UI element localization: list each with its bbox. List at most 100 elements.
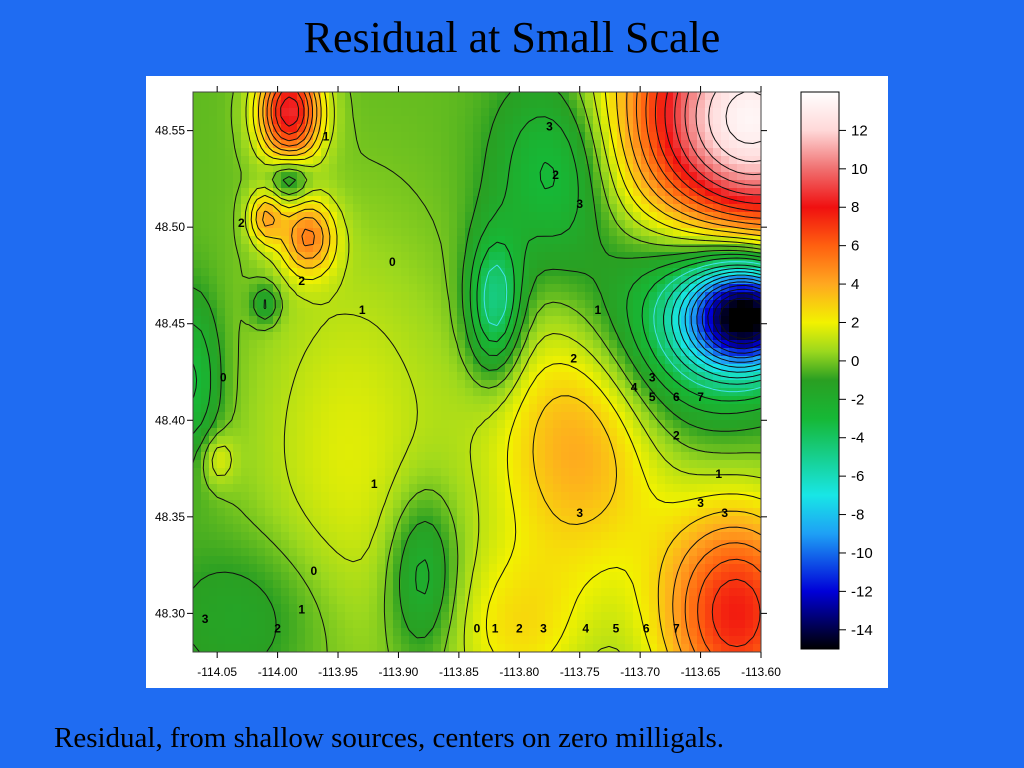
heat-cell xyxy=(521,172,530,181)
heat-cell xyxy=(561,124,570,133)
heat-cell xyxy=(361,372,370,381)
heat-cell xyxy=(577,484,586,493)
heat-cell xyxy=(649,548,658,557)
heat-cell xyxy=(617,356,626,365)
heat-cell xyxy=(609,580,618,589)
heat-cell xyxy=(441,460,450,469)
heat-cell xyxy=(593,268,602,277)
heat-cell xyxy=(369,108,378,117)
heat-cell xyxy=(665,620,674,629)
heat-cell xyxy=(241,628,250,637)
heat-cell xyxy=(737,428,746,437)
heat-cell xyxy=(617,164,626,173)
heat-cell xyxy=(537,148,546,157)
heat-cell xyxy=(297,588,306,597)
heat-cell xyxy=(633,428,642,437)
heat-cell xyxy=(313,548,322,557)
heat-cell xyxy=(209,356,218,365)
heat-cell xyxy=(737,308,746,317)
heat-cell xyxy=(569,620,578,629)
heat-cell xyxy=(241,324,250,333)
heat-cell xyxy=(345,204,354,213)
heat-cell xyxy=(393,612,402,621)
heat-cell xyxy=(753,116,761,125)
heat-cell xyxy=(721,212,730,221)
heat-cell xyxy=(753,428,761,437)
heat-cell xyxy=(713,300,722,309)
contour-level--10 xyxy=(696,281,761,359)
heat-cell xyxy=(689,516,698,525)
heat-cell xyxy=(553,236,562,245)
heat-cell xyxy=(449,140,458,149)
heat-cell xyxy=(577,236,586,245)
heat-cell xyxy=(545,220,554,229)
heat-cell xyxy=(473,324,482,333)
heat-cell xyxy=(393,380,402,389)
heat-cell xyxy=(401,644,410,652)
heat-cell xyxy=(353,564,362,573)
heat-cell xyxy=(425,492,434,501)
heat-cell xyxy=(673,356,682,365)
heat-cell xyxy=(481,476,490,485)
heat-cell xyxy=(193,564,202,573)
heat-cell xyxy=(241,452,250,461)
heat-cell xyxy=(753,212,761,221)
heat-cell xyxy=(433,132,442,141)
heat-cell xyxy=(681,540,690,549)
heat-cell xyxy=(465,540,474,549)
heat-cell xyxy=(617,596,626,605)
heat-cell xyxy=(601,604,610,613)
heat-cell xyxy=(705,596,714,605)
heat-cell xyxy=(673,228,682,237)
heat-cell xyxy=(601,636,610,645)
heat-cell xyxy=(337,316,346,325)
heat-cell xyxy=(497,500,506,509)
heat-cell xyxy=(353,428,362,437)
heat-cell xyxy=(345,180,354,189)
heat-cell xyxy=(697,580,706,589)
heat-cell xyxy=(337,156,346,165)
heat-cell xyxy=(297,132,306,141)
heat-cell xyxy=(601,508,610,517)
heat-cell xyxy=(641,300,650,309)
heat-cell xyxy=(649,628,658,637)
heat-cell xyxy=(217,580,226,589)
heat-cell xyxy=(433,292,442,301)
heat-cell xyxy=(209,348,218,357)
heat-cell xyxy=(249,92,258,101)
heat-cell xyxy=(233,148,242,157)
heat-cell xyxy=(729,548,738,557)
heat-cell xyxy=(649,412,658,421)
heat-cell xyxy=(609,396,618,405)
heat-cell xyxy=(569,644,578,652)
heat-cell xyxy=(697,300,706,309)
heat-cell xyxy=(545,204,554,213)
heat-cell xyxy=(505,404,514,413)
heat-cell xyxy=(441,556,450,565)
heat-cell xyxy=(313,308,322,317)
heat-cell xyxy=(385,436,394,445)
heat-cell xyxy=(409,212,418,221)
heat-cell xyxy=(497,180,506,189)
heat-cell xyxy=(313,276,322,285)
heat-cell xyxy=(417,100,426,109)
heat-cell xyxy=(377,180,386,189)
heat-cell xyxy=(673,596,682,605)
heat-cell xyxy=(729,236,738,245)
heat-cell xyxy=(729,164,738,173)
heat-cell xyxy=(233,100,242,109)
heat-cell xyxy=(457,260,466,269)
heat-cell xyxy=(369,148,378,157)
heat-cell xyxy=(257,276,266,285)
heat-cell xyxy=(281,164,290,173)
heat-cell xyxy=(689,532,698,541)
heat-cell xyxy=(473,436,482,445)
heat-cell xyxy=(593,300,602,309)
heat-cell xyxy=(273,164,282,173)
heat-cell xyxy=(697,172,706,181)
heat-cell xyxy=(721,404,730,413)
heat-cell xyxy=(401,476,410,485)
heat-cell xyxy=(249,276,258,285)
heat-cell xyxy=(641,276,650,285)
heat-cell xyxy=(609,228,618,237)
